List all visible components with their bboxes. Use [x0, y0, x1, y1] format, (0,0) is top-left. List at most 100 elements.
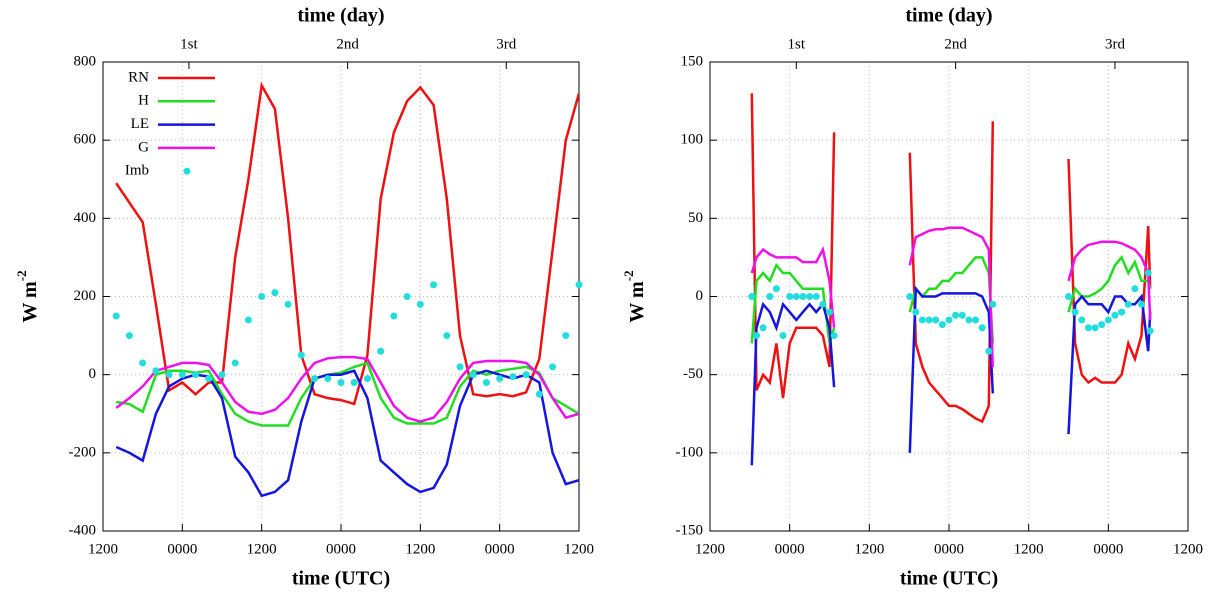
- imb-point: [139, 359, 147, 367]
- imb-point: [244, 316, 252, 324]
- imb-point: [759, 324, 767, 332]
- imb-point: [112, 312, 120, 320]
- imb-point: [1078, 316, 1086, 324]
- imb-point: [152, 367, 160, 375]
- imb-point: [978, 324, 986, 332]
- imb-point: [311, 375, 319, 383]
- legend-label: RN: [128, 69, 149, 85]
- y-tick-label: -150: [676, 522, 704, 538]
- imb-point: [1065, 293, 1072, 300]
- imb-point: [752, 332, 760, 340]
- x-tick-label: 0000: [485, 541, 515, 557]
- x-tick-label: 0000: [326, 541, 356, 557]
- imb-point: [377, 347, 385, 355]
- imb-point: [786, 293, 794, 300]
- imb-point: [1138, 300, 1146, 308]
- imb-point: [205, 375, 213, 383]
- x2-axis-title: time (day): [905, 5, 992, 27]
- plot-frame: [102, 61, 580, 532]
- y-tick-label: -400: [69, 522, 97, 538]
- imb-point: [1111, 311, 1119, 319]
- imb-point: [231, 359, 239, 367]
- x2-axis-title: time (day): [297, 5, 384, 27]
- imb-point: [1118, 308, 1126, 316]
- imb-point: [165, 371, 173, 379]
- imb-point: [965, 316, 973, 324]
- imb-point: [549, 363, 557, 371]
- imb-point: [535, 390, 543, 398]
- y-tick-label: 800: [74, 53, 97, 69]
- y-tick-label: 50: [688, 210, 703, 226]
- imb-point: [799, 293, 807, 300]
- x-tick-label: 1200: [695, 541, 725, 557]
- imb-point: [337, 378, 345, 386]
- x2-tick-label: 2nd: [336, 36, 359, 52]
- imb-point: [509, 373, 517, 381]
- imb-point: [925, 316, 933, 324]
- imb-point: [522, 371, 530, 379]
- y-axis-title-superscript: -2: [621, 270, 636, 281]
- imb-point: [748, 293, 756, 300]
- imb-point: [258, 293, 266, 300]
- imb-point: [812, 293, 820, 300]
- x-tick-label: 1200: [247, 541, 277, 557]
- series-line: [750, 285, 1152, 466]
- panel: -400 -200 0 200 400 600 800 1200 0000 1200 0000 120…: [14, 5, 594, 590]
- x2-tick-label: 1st: [180, 36, 198, 52]
- imb-point: [989, 300, 997, 308]
- imb-point: [1146, 327, 1154, 335]
- imb-point: [952, 311, 960, 319]
- x2-tick-label: 3rd: [496, 36, 516, 52]
- imb-point: [819, 300, 827, 308]
- imb-point: [297, 351, 305, 359]
- series-line: [115, 81, 579, 406]
- x-tick-label: 0000: [934, 541, 964, 557]
- imb-point: [918, 316, 926, 324]
- x2-tick-label: 3rd: [1105, 36, 1125, 52]
- imb-point: [562, 332, 570, 340]
- imb-point: [938, 321, 946, 329]
- imb-point: [958, 311, 966, 319]
- series-line: [750, 226, 1152, 367]
- panel: -150 -100 -50 0 50 100 150 1200 0000 1200 0000 1200…: [621, 5, 1203, 590]
- imb-point: [178, 371, 186, 379]
- y-tick-label: 0: [696, 288, 704, 304]
- imb-point: [779, 332, 787, 340]
- x-tick-label: 1200: [564, 541, 594, 557]
- y-tick-label: 600: [74, 132, 97, 148]
- y-tick-label: -50: [683, 366, 703, 382]
- imb-point: [826, 308, 833, 316]
- series-line: [115, 369, 579, 498]
- x-tick-label: 0000: [775, 541, 805, 557]
- x-tick-label: 0000: [167, 541, 197, 557]
- x-tick-label: 1200: [405, 541, 435, 557]
- legend-label: Imb: [125, 163, 149, 179]
- imb-point: [772, 285, 780, 293]
- y-axis-title-text: W m: [19, 281, 41, 323]
- imb-point: [416, 300, 424, 308]
- imb-point: [430, 281, 438, 289]
- imb-point: [271, 289, 279, 297]
- imb-point: [1104, 316, 1112, 324]
- imb-point: [806, 293, 814, 300]
- imb-point: [1144, 269, 1152, 277]
- x-tick-label: 1200: [854, 541, 884, 557]
- plot-frame: [709, 61, 1189, 532]
- imb-point: [912, 308, 920, 316]
- x2-tick-label: 2nd: [944, 36, 967, 52]
- imb-point: [363, 375, 371, 383]
- y-axis-title: W m-2: [621, 270, 648, 322]
- imb-point: [830, 332, 838, 340]
- y-tick-label: 100: [681, 132, 704, 148]
- x-tick-label: 1200: [1173, 541, 1203, 557]
- x-tick-label: 1200: [1014, 541, 1044, 557]
- y-axis-title: W m-2: [14, 270, 41, 322]
- imb-point: [1124, 300, 1132, 308]
- y-tick-label: -200: [69, 444, 97, 460]
- series-line: [115, 355, 579, 423]
- y-tick-label: 150: [681, 53, 704, 69]
- imb-point: [792, 293, 800, 300]
- imb-point: [482, 378, 490, 386]
- imb-point: [125, 332, 133, 340]
